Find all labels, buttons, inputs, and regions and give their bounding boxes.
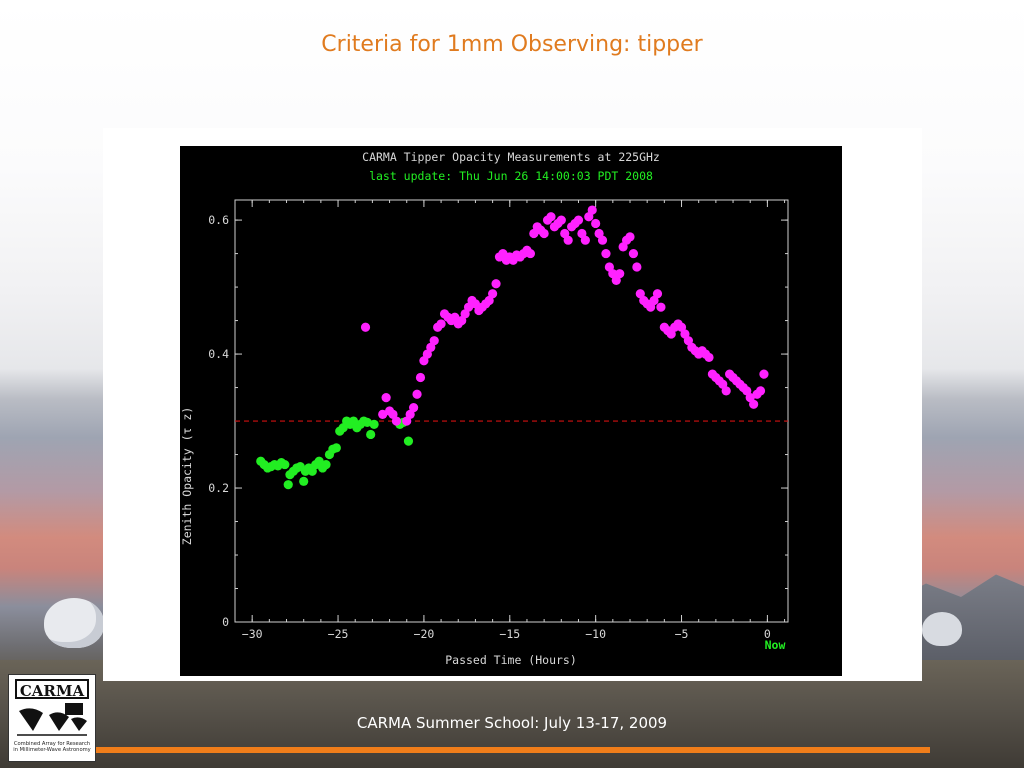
data-point-green <box>321 459 331 470</box>
data-point-magenta <box>652 289 663 299</box>
data-point-magenta <box>755 386 766 396</box>
data-point-magenta <box>556 215 566 225</box>
data-point-magenta <box>429 336 439 346</box>
x-axis-label: Passed Time (Hours) <box>445 653 577 667</box>
data-point-green <box>369 419 379 429</box>
data-point-magenta <box>656 302 666 312</box>
data-point-magenta <box>491 279 501 289</box>
data-point-green <box>366 429 376 440</box>
data-point-magenta <box>632 262 642 272</box>
antenna-logo-icon <box>17 703 87 736</box>
y-axis-label: Zenith Opacity (τ z) <box>180 407 194 545</box>
data-point-magenta <box>381 393 391 403</box>
chart-subtitle: last update: Thu Jun 26 14:00:03 PDT 200… <box>369 169 653 183</box>
antenna-dish-right <box>922 612 962 646</box>
tipper-chart: CARMA Tipper Opacity Measurements at 225… <box>180 150 789 667</box>
data-point-magenta <box>391 416 402 426</box>
data-point-magenta <box>378 409 388 419</box>
data-point-green <box>299 476 309 486</box>
data-point-magenta <box>749 399 759 409</box>
data-point-magenta <box>591 218 601 229</box>
plot-frame <box>234 199 789 623</box>
y-tick-label: 0.4 <box>208 347 229 361</box>
data-point-magenta <box>628 248 639 259</box>
plot-box: CARMA Tipper Opacity Measurements at 225… <box>180 146 842 676</box>
antenna-dish-left <box>44 598 104 648</box>
data-point-magenta <box>597 235 608 245</box>
footer-text: CARMA Summer School: July 13-17, 2009 <box>356 714 668 732</box>
y-tick-label: 0 <box>222 615 229 629</box>
x-tick-label: −10 <box>585 627 606 641</box>
data-point-magenta <box>704 352 714 363</box>
data-point-magenta <box>601 248 611 259</box>
x-tick-label: −20 <box>414 627 435 641</box>
logo-caption: Combined Array for Research in Millimete… <box>13 741 91 753</box>
chart-title: CARMA Tipper Opacity Measurements at 225… <box>362 150 660 164</box>
now-label: Now <box>765 638 786 652</box>
x-tick-label: −30 <box>242 627 263 641</box>
carma-logo: CARMA Combined Array for Research in Mil… <box>8 674 96 762</box>
data-point-magenta <box>580 235 590 245</box>
x-tick-label: −25 <box>328 627 349 641</box>
data-point-green <box>403 436 414 446</box>
data-point-green <box>280 459 290 470</box>
data-point-green <box>283 480 293 490</box>
data-point-magenta <box>721 386 731 396</box>
data-point-magenta <box>436 319 446 329</box>
x-tick-label: −5 <box>675 627 689 641</box>
data-point-magenta <box>563 235 573 245</box>
slide-title: Criteria for 1mm Observing: tipper <box>321 32 703 57</box>
logo-name: CARMA <box>15 679 89 700</box>
data-point-magenta <box>360 322 371 332</box>
x-tick-label: −15 <box>499 627 520 641</box>
data-point-magenta <box>615 269 625 279</box>
data-point-magenta <box>625 232 635 242</box>
data-point-green <box>331 443 341 453</box>
data-point-magenta <box>759 369 769 379</box>
data-point-magenta <box>409 403 419 413</box>
data-point-magenta <box>539 228 549 239</box>
y-tick-label: 0.2 <box>208 481 229 495</box>
axes: −30 −25 −20 −15 −10 −5 0 0 0.2 0.4 0.6 <box>208 199 789 641</box>
data-point-magenta <box>415 372 426 383</box>
data-point-magenta <box>488 289 498 299</box>
data-point-magenta <box>573 215 584 225</box>
data-point-magenta <box>412 389 422 399</box>
data-points <box>256 205 769 490</box>
data-point-magenta <box>587 205 597 215</box>
x-tick-label: 0 <box>764 627 771 641</box>
data-point-magenta <box>525 248 535 259</box>
y-tick-label: 0.6 <box>208 213 229 227</box>
footer-line <box>96 747 930 753</box>
data-point-magenta <box>546 212 556 222</box>
